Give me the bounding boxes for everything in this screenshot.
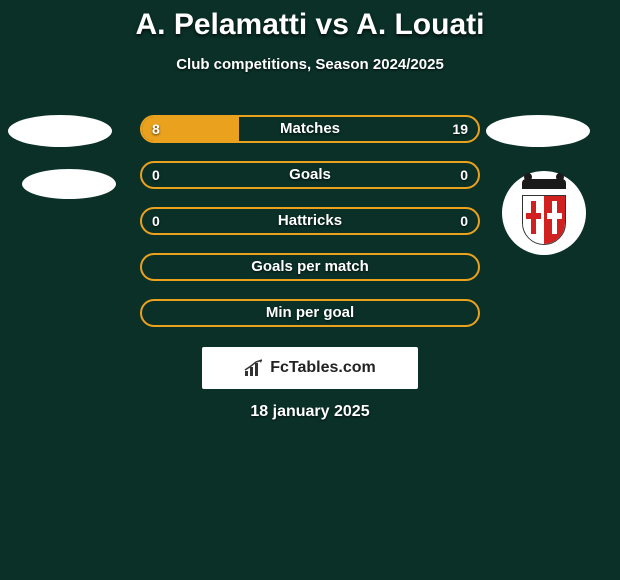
chart-icon <box>244 359 264 377</box>
stat-bar: Goals per match <box>140 253 480 281</box>
shield-cross-right-h <box>547 213 562 219</box>
bar-label: Min per goal <box>142 301 478 325</box>
crown-icon <box>522 179 566 189</box>
date-text: 18 january 2025 <box>0 403 620 421</box>
stat-bar: 0Goals0 <box>140 161 480 189</box>
team-right-badge <box>502 171 586 255</box>
stat-bar: Min per goal <box>140 299 480 327</box>
shield-icon <box>522 195 566 245</box>
bar-label: Goals per match <box>142 255 478 279</box>
bar-value-right: 0 <box>460 209 468 233</box>
team-left-logo-placeholder <box>22 169 116 199</box>
branding-box: FcTables.com <box>202 347 418 389</box>
player-left-photo-placeholder <box>8 115 112 147</box>
player-right-photo-placeholder <box>486 115 590 147</box>
stat-bar: 0Hattricks0 <box>140 207 480 235</box>
stats-bars: 8Matches190Goals00Hattricks0Goals per ma… <box>140 115 480 345</box>
bar-label: Goals <box>142 163 478 187</box>
bar-label: Matches <box>142 117 478 141</box>
bar-label: Hattricks <box>142 209 478 233</box>
bar-value-right: 19 <box>452 117 468 141</box>
branding-text: FcTables.com <box>270 359 376 377</box>
bar-value-right: 0 <box>460 163 468 187</box>
shield-cross-left-h <box>526 213 541 219</box>
subtitle: Club competitions, Season 2024/2025 <box>0 56 620 73</box>
stat-bar: 8Matches19 <box>140 115 480 143</box>
page-title: A. Pelamatti vs A. Louati <box>0 0 620 42</box>
